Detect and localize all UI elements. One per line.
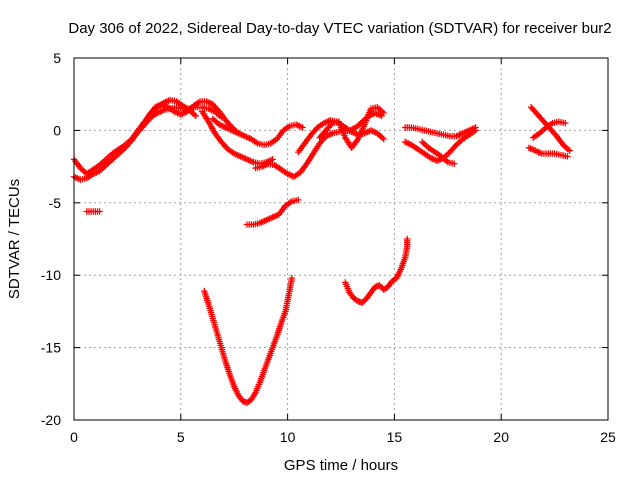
data-point-marker — [472, 127, 479, 134]
series-track-deep-a — [201, 274, 296, 406]
series-track-evening-c — [525, 144, 571, 160]
data-point-marker — [404, 235, 411, 243]
data-point-marker — [376, 282, 383, 289]
data-point-marker — [299, 124, 306, 131]
data-point-marker — [377, 283, 385, 290]
data-point-marker — [295, 196, 302, 204]
x-tick-label: 5 — [177, 429, 185, 445]
x-tick-label: 0 — [70, 429, 78, 445]
series-track-short-a — [83, 208, 103, 215]
data-point-marker — [353, 297, 360, 304]
data-point-marker — [327, 121, 335, 128]
series-track-evening-b — [530, 118, 569, 141]
y-axis-label: SDTVAR / TECUs — [6, 179, 23, 299]
data-point-marker — [359, 299, 366, 306]
series-track-deep-b — [342, 235, 411, 306]
series-track-morning-c — [139, 98, 242, 137]
data-point-marker — [451, 143, 459, 150]
y-tick-label: -20 — [41, 412, 61, 428]
y-tick-label: 0 — [53, 122, 61, 138]
y-tick-label: -10 — [41, 267, 61, 283]
y-tick-label: 5 — [53, 50, 61, 66]
data-point-marker — [451, 160, 458, 167]
data-point-marker — [96, 208, 103, 215]
x-tick-label: 25 — [600, 429, 616, 445]
y-tick-label: -15 — [41, 340, 61, 356]
series-track-morning-e — [209, 115, 306, 149]
x-tick-label: 10 — [280, 429, 296, 445]
plot-frame — [73, 57, 609, 421]
series-track-afternoon-c — [418, 138, 458, 167]
x-tick-label: 20 — [493, 429, 509, 445]
series-track-midday-c — [316, 104, 387, 151]
data-point-marker — [380, 109, 387, 117]
x-axis-ticks: 0 5 10 15 20 25 — [70, 58, 616, 445]
chart-title: Day 306 of 2022, Sidereal Day-to-day VTE… — [68, 20, 611, 37]
series-track-morning-d — [198, 108, 276, 167]
data-point-marker — [192, 112, 199, 120]
y-tick-label: -5 — [49, 195, 62, 211]
data-point-marker — [380, 135, 387, 143]
y-axis-ticks: -20 -15 -10 -5 0 5 — [41, 50, 608, 428]
data-point-marker — [288, 274, 296, 282]
data-point-marker — [566, 147, 573, 154]
data-point-marker — [562, 119, 569, 127]
series-track-short-b — [243, 196, 302, 228]
data-point-marker — [360, 298, 367, 305]
data-points — [70, 96, 573, 406]
data-point-marker — [564, 153, 571, 160]
series-track-evening-a — [527, 104, 573, 154]
x-axis-label: GPS time / hours — [284, 457, 398, 474]
series-track-afternoon-a — [401, 124, 479, 140]
x-tick-label: 15 — [387, 429, 403, 445]
